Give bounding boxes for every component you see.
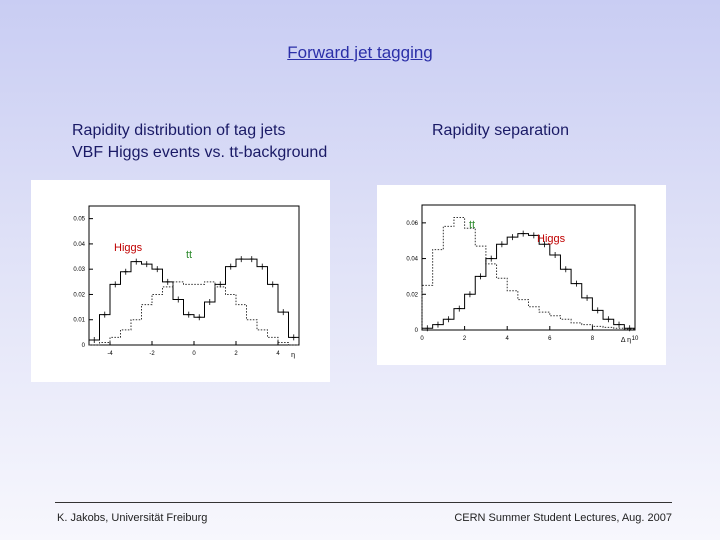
higgs-data-point xyxy=(563,266,568,273)
x-tick-label: 10 xyxy=(632,336,639,342)
higgs-data-point xyxy=(228,263,233,270)
higgs-data-point xyxy=(197,314,202,321)
x-axis-label: Δ η xyxy=(621,337,631,344)
higgs-data-point xyxy=(542,241,547,248)
y-tick-label: 0.02 xyxy=(406,292,418,298)
right-caption: Rapidity separation xyxy=(432,122,569,139)
higgs-data-point xyxy=(134,258,139,265)
tt-background-line xyxy=(421,217,635,330)
footer-event: CERN Summer Student Lectures, Aug. 2007 xyxy=(454,512,672,524)
higgs-data-point xyxy=(113,281,118,288)
higgs-data-point xyxy=(553,252,558,258)
higgs-data-point xyxy=(176,296,181,303)
rapidity-separation-chart: 0 2 4 6 8 10 0 0.02 0.04 0.06 Δ η tt Higgs xyxy=(377,185,666,365)
higgs-data-point xyxy=(218,281,223,288)
higgs-data-point xyxy=(123,268,128,275)
x-tick-label: 4 xyxy=(276,351,280,357)
higgs-data-point xyxy=(499,241,504,248)
y-tick-label: 0 xyxy=(82,343,86,349)
higgs-data-point xyxy=(239,256,244,263)
higgs-series-label: Higgs xyxy=(537,233,566,245)
y-tick-label: 0.04 xyxy=(73,242,85,248)
higgs-data-point xyxy=(531,232,536,239)
higgs-data-point xyxy=(627,325,632,332)
higgs-data-point xyxy=(291,334,296,341)
higgs-data-point xyxy=(489,255,494,262)
x-tick-label: -4 xyxy=(107,351,113,357)
higgs-data-point xyxy=(281,309,286,316)
higgs-histogram-line xyxy=(88,258,300,345)
left-caption-line1: Rapidity distribution of tag jets xyxy=(72,122,286,139)
slide-title: Forward jet tagging xyxy=(287,43,433,62)
x-tick-label: 8 xyxy=(591,336,595,342)
higgs-histogram-line xyxy=(421,233,636,330)
higgs-series-label: Higgs xyxy=(114,242,143,254)
tt-background-line xyxy=(89,281,299,346)
rapidity-distribution-svg: -4 -2 0 2 4 0 0.01 0.02 0.03 0.04 0.05 η Higgs tt xyxy=(73,205,300,359)
footer-divider xyxy=(55,502,672,503)
higgs-data-point xyxy=(510,234,515,241)
higgs-data-point xyxy=(585,294,590,301)
higgs-data-point xyxy=(155,266,160,273)
higgs-data-point xyxy=(165,278,170,285)
higgs-data-point xyxy=(249,256,254,263)
higgs-data-point xyxy=(606,316,611,323)
y-tick-label: 0.05 xyxy=(73,217,85,223)
higgs-data-point xyxy=(144,261,149,268)
higgs-data-point xyxy=(260,263,265,270)
y-tick-label: 0.04 xyxy=(406,257,418,263)
x-tick-label: 0 xyxy=(420,336,424,342)
higgs-data-point xyxy=(521,230,526,237)
x-tick-label: 2 xyxy=(463,336,467,342)
higgs-data-point xyxy=(92,336,97,343)
higgs-data-point xyxy=(186,311,191,318)
x-axis-label: η xyxy=(291,352,295,359)
higgs-data-point xyxy=(467,291,472,298)
x-tick-label: 4 xyxy=(506,336,510,342)
higgs-data-point xyxy=(270,281,275,288)
y-tick-label: 0.03 xyxy=(73,267,85,273)
y-tick-label: 0.01 xyxy=(73,318,85,324)
higgs-data-point xyxy=(435,321,440,328)
rapidity-separation-svg: 0 2 4 6 8 10 0 0.02 0.04 0.06 Δ η tt Higgs xyxy=(406,204,639,344)
higgs-data-point xyxy=(457,305,462,312)
higgs-data-point xyxy=(207,299,212,306)
higgs-data-point xyxy=(102,311,107,318)
higgs-data-point xyxy=(617,321,622,328)
x-tick-label: 6 xyxy=(548,336,552,342)
rapidity-distribution-chart: -4 -2 0 2 4 0 0.01 0.02 0.03 0.04 0.05 η Higgs tt xyxy=(31,180,330,382)
tt-series-label: tt xyxy=(186,249,192,261)
higgs-data-point xyxy=(478,273,483,280)
y-tick-label: 0.06 xyxy=(406,221,418,227)
left-caption: Rapidity distribution of tag jets VBF Hi… xyxy=(72,120,327,164)
higgs-data-point xyxy=(574,280,579,287)
left-caption-line2: VBF Higgs events vs. tt-background xyxy=(72,144,328,161)
x-tick-label: 0 xyxy=(192,351,196,357)
tt-series-label: tt xyxy=(469,219,475,231)
y-tick-label: 0 xyxy=(415,328,419,334)
plot-frame xyxy=(421,204,636,331)
higgs-data-point xyxy=(595,307,600,314)
x-tick-label: -2 xyxy=(149,351,155,357)
footer-author: K. Jakobs, Universität Freiburg xyxy=(57,512,208,524)
higgs-data-point xyxy=(446,316,451,323)
y-tick-label: 0.02 xyxy=(73,292,85,298)
x-tick-label: 2 xyxy=(234,351,238,357)
higgs-data-point xyxy=(425,325,430,332)
